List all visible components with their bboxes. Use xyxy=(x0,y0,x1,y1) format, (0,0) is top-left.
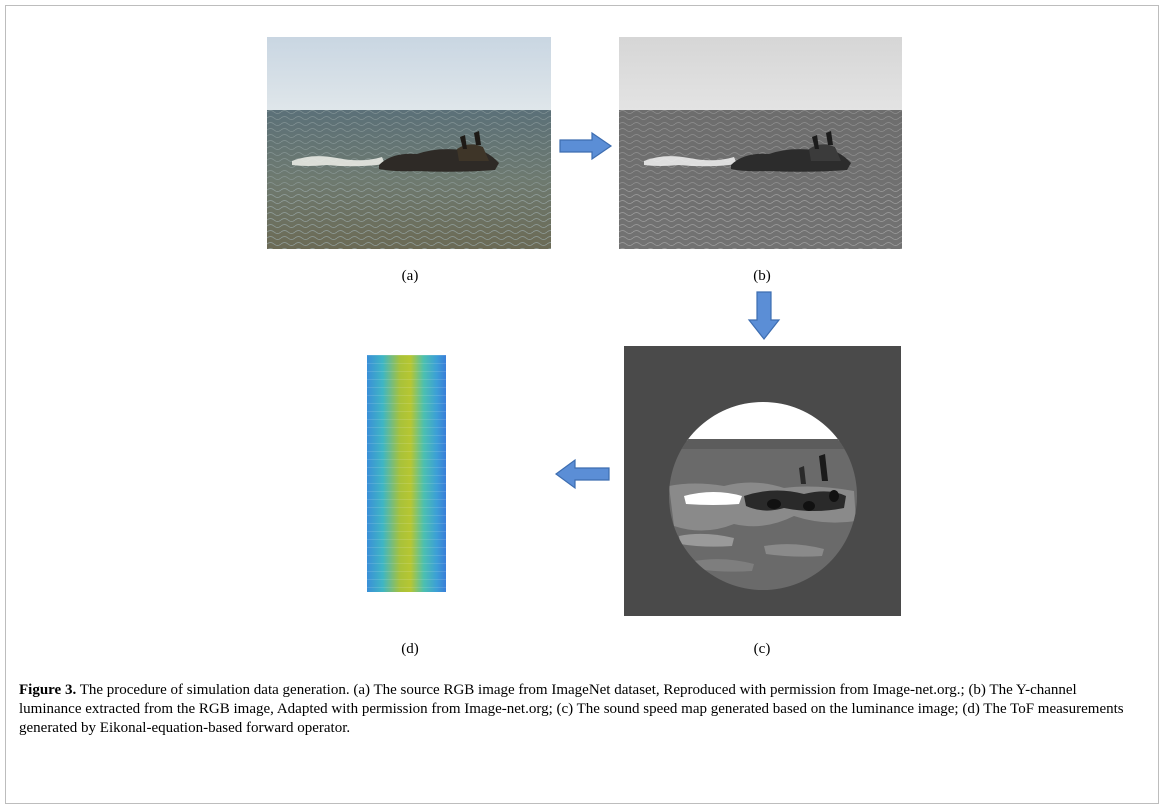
panel-label-b: (b) xyxy=(753,268,771,284)
figure-caption: Figure 3. The procedure of simulation da… xyxy=(19,681,1139,738)
arrow-down xyxy=(747,291,781,340)
panel-label-d: (d) xyxy=(401,641,419,657)
figure-frame xyxy=(5,5,1159,804)
panel-label-a: (a) xyxy=(401,268,419,284)
luminance-image xyxy=(619,37,902,249)
arrow-left xyxy=(554,458,610,490)
arrow-right xyxy=(559,131,613,161)
figure-number: Figure 3. xyxy=(19,682,77,698)
caption-text: The procedure of simulation data generat… xyxy=(19,682,1124,736)
sound-speed-map xyxy=(624,346,901,616)
rgb-source-image xyxy=(267,37,551,249)
panel-label-c: (c) xyxy=(753,641,771,657)
tof-measurements xyxy=(367,355,446,592)
